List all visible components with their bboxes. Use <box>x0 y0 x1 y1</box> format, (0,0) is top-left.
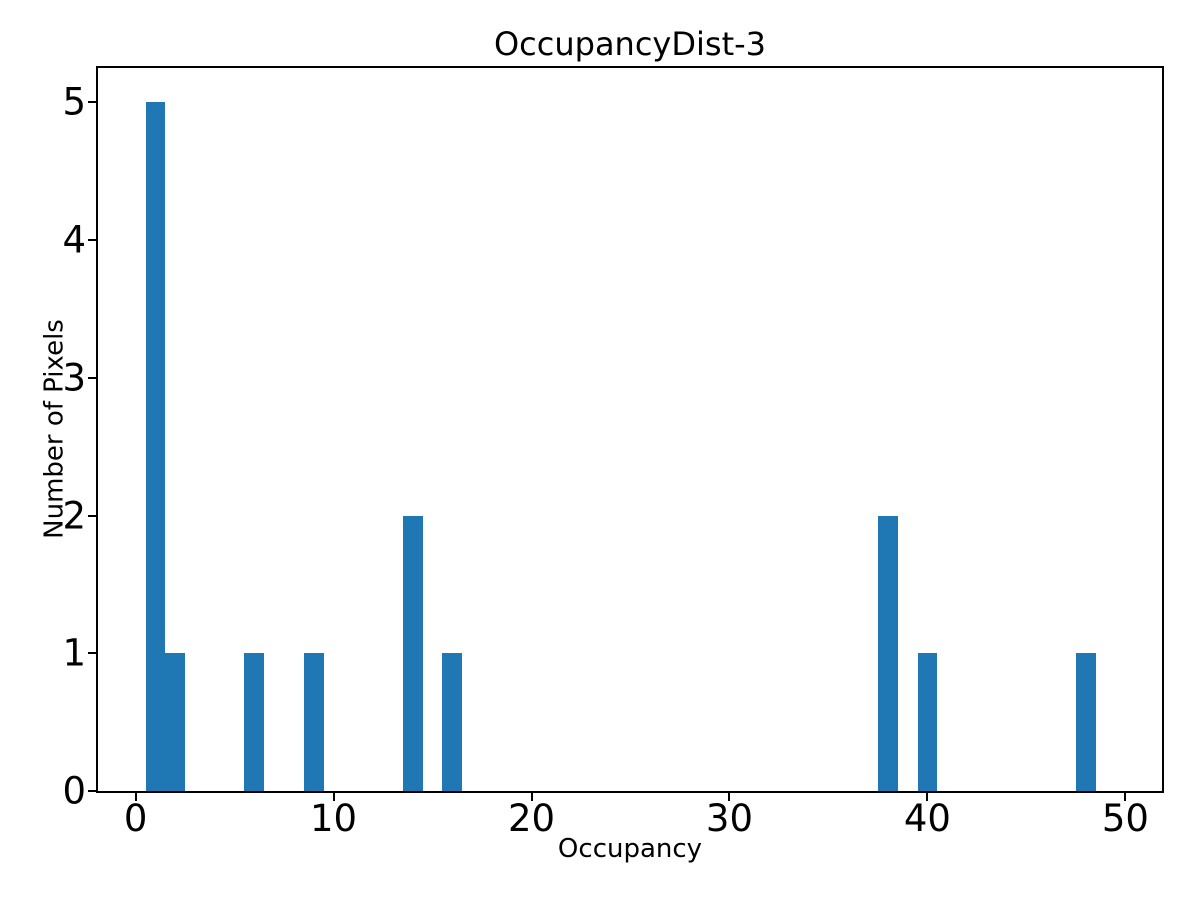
x-tick-mark <box>926 793 929 801</box>
histogram-bar <box>303 653 324 791</box>
y-axis-label: Number of Pixels <box>39 319 70 539</box>
y-tick-label: 3 <box>62 356 86 400</box>
histogram-bar <box>165 653 186 791</box>
x-tick-label: 0 <box>123 797 148 840</box>
y-tick-mark <box>88 239 96 242</box>
y-tick-mark <box>88 514 96 517</box>
histogram-bar <box>402 515 423 791</box>
y-tick-mark <box>88 376 96 379</box>
x-tick-mark <box>332 793 335 801</box>
histogram-bar <box>244 653 265 791</box>
x-tick-mark <box>134 793 137 801</box>
x-tick-label: 10 <box>310 797 358 840</box>
y-tick-mark <box>88 790 96 792</box>
histogram-bar <box>145 102 166 791</box>
x-tick-label: 30 <box>705 797 754 840</box>
y-tick-label: 4 <box>62 218 86 262</box>
histogram-bar <box>442 653 463 791</box>
x-tick-label: 20 <box>507 797 556 840</box>
histogram-bar <box>917 653 938 791</box>
y-tick-mark <box>88 652 96 655</box>
y-tick-label: 0 <box>62 769 86 813</box>
y-tick-mark <box>88 101 96 104</box>
x-tick-mark <box>1124 793 1127 801</box>
y-tick-label: 2 <box>62 494 86 538</box>
y-tick-label: 5 <box>62 80 86 124</box>
histogram-bar <box>1075 653 1096 791</box>
x-tick-label: 50 <box>1101 797 1149 840</box>
x-axis-label: Occupancy <box>557 834 703 864</box>
x-tick-mark <box>530 793 533 801</box>
x-tick-mark <box>728 793 731 801</box>
y-tick-label: 1 <box>62 631 86 675</box>
x-tick-label: 40 <box>903 797 951 840</box>
histogram-bar <box>877 515 898 791</box>
chart-title: OccupancyDist-3 <box>493 25 767 63</box>
plot-area: 0 10 20 30 40 50 0 1 2 3 4 5 <box>62 66 1164 840</box>
